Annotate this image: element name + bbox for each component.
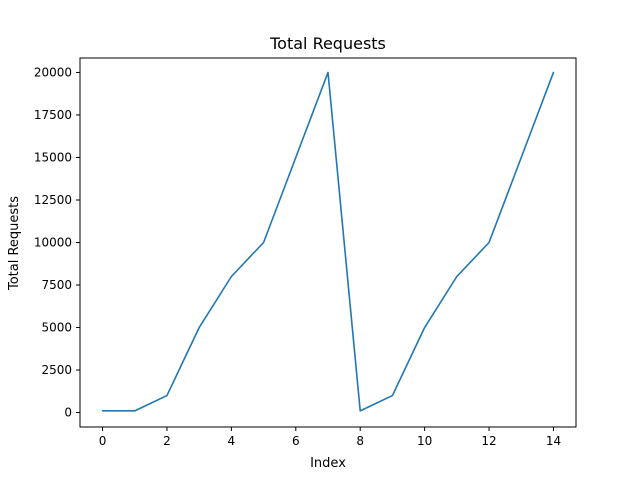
plot-area xyxy=(101,71,555,412)
x-tick-label: 10 xyxy=(417,434,432,448)
y-tick-label: 2500 xyxy=(41,363,72,377)
y-axis-label: Total Requests xyxy=(7,196,22,291)
series-line-0 xyxy=(101,71,555,412)
y-tick-label: 20000 xyxy=(34,65,72,79)
y-tick-label: 10000 xyxy=(34,236,72,250)
axes: 0 2 4 6 8 10 12 14 0 2500 5000 7500 10000 12500 15000 1… xyxy=(34,57,577,448)
x-tick-label: 4 xyxy=(228,434,236,448)
y-tick-label: 0 xyxy=(64,406,72,420)
x-axis-label: Index xyxy=(310,456,346,471)
y-tick-label: 17500 xyxy=(34,108,72,122)
y-tick-label: 12500 xyxy=(34,193,72,207)
x-tick-label: 8 xyxy=(356,434,364,448)
chart-title: Total Requests xyxy=(269,34,386,53)
x-tick-label: 0 xyxy=(99,434,107,448)
y-tick-label: 7500 xyxy=(41,278,72,292)
x-tick-label: 2 xyxy=(163,434,171,448)
y-tick-label: 5000 xyxy=(41,321,72,335)
x-tick-label: 12 xyxy=(481,434,496,448)
y-tick-label: 15000 xyxy=(34,150,72,164)
x-tick-label: 14 xyxy=(546,434,561,448)
x-tick-label: 6 xyxy=(292,434,300,448)
